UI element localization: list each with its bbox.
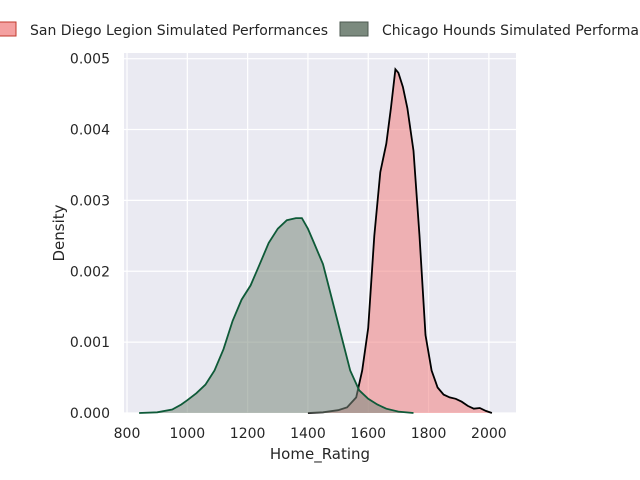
y-tick-label: 0.000	[70, 406, 110, 422]
x-tick-label: 2000	[471, 426, 507, 442]
x-tick-label: 1400	[290, 426, 326, 442]
y-tick-label: 0.001	[70, 335, 110, 351]
x-tick-label: 1200	[230, 426, 266, 442]
y-tick-label: 0.003	[70, 193, 110, 209]
y-axis-title: Density	[50, 204, 68, 261]
x-tick-label: 1600	[350, 426, 386, 442]
legend: San Diego Legion Simulated Performances C…	[0, 21, 640, 39]
legend-label-0: San Diego Legion Simulated Performances	[30, 23, 328, 39]
y-tick-label: 0.005	[70, 52, 110, 68]
x-tick-label: 1800	[411, 426, 447, 442]
y-axis-ticks: 0.000 0.001 0.002 0.003 0.004 0.005	[70, 52, 110, 422]
x-axis-title: Home_Rating	[270, 445, 370, 464]
x-tick-label: 800	[114, 426, 141, 442]
legend-label-1: Chicago Hounds Simulated Performances	[382, 23, 640, 39]
series-line-1	[139, 217, 414, 414]
x-axis-ticks: 800 1000 1200 1400 1600 1800 2000	[114, 426, 507, 442]
series-area-0	[307, 69, 492, 414]
legend-swatch-1	[339, 21, 369, 37]
legend-swatch-0	[0, 21, 17, 37]
series-area-1	[139, 218, 414, 413]
series-layer	[139, 67, 493, 414]
y-tick-label: 0.004	[70, 123, 110, 139]
x-tick-label: 1000	[170, 426, 206, 442]
y-tick-label: 0.002	[70, 264, 110, 280]
series-line-0	[307, 67, 493, 414]
